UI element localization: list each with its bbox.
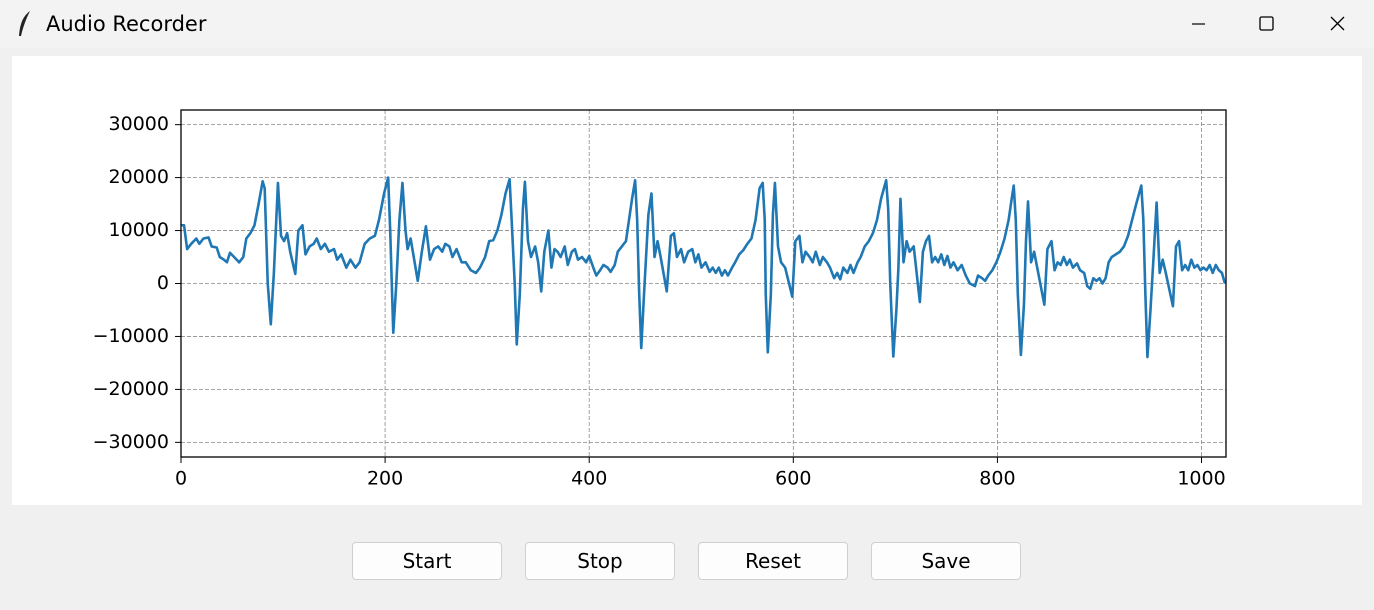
window-title: Audio Recorder [46, 12, 207, 36]
plot-area: −30000 −20000 −10000 0 10000 20000 30000 0 200 40… [12, 56, 1362, 505]
y-tick-label: −20000 [93, 378, 169, 400]
window-controls[interactable] [1174, 0, 1374, 48]
x-tick-label: 400 [571, 468, 607, 490]
axes-frame [180, 109, 1227, 458]
button[interactable]: Stop [525, 542, 675, 580]
waveform [181, 176, 1227, 359]
y-tick-label: −10000 [93, 325, 169, 347]
x-tick-label: 1000 [1177, 468, 1225, 490]
x-tick-label: 0 [175, 468, 187, 490]
y-tick-label: −30000 [93, 431, 169, 453]
maximize[interactable] [1259, 16, 1274, 31]
chart: −30000 −20000 −10000 0 10000 20000 30000 0 200 40… [93, 109, 1227, 490]
button[interactable]: Save [871, 542, 1021, 580]
x-tick-label: 800 [979, 468, 1015, 490]
app-icon [19, 11, 30, 36]
x-tick-label: 600 [775, 468, 811, 490]
button[interactable]: Start [352, 542, 502, 580]
y-tick-label: 0 [157, 272, 169, 294]
y-tick-label: 10000 [109, 219, 169, 241]
button[interactable]: Reset [698, 542, 848, 580]
y-tick-label: 30000 [109, 113, 169, 135]
y-tick-label: 20000 [109, 166, 169, 188]
x-tick-label: 200 [367, 468, 403, 490]
close[interactable] [1330, 16, 1345, 31]
title-bar: Audio Recorder [0, 0, 1374, 48]
